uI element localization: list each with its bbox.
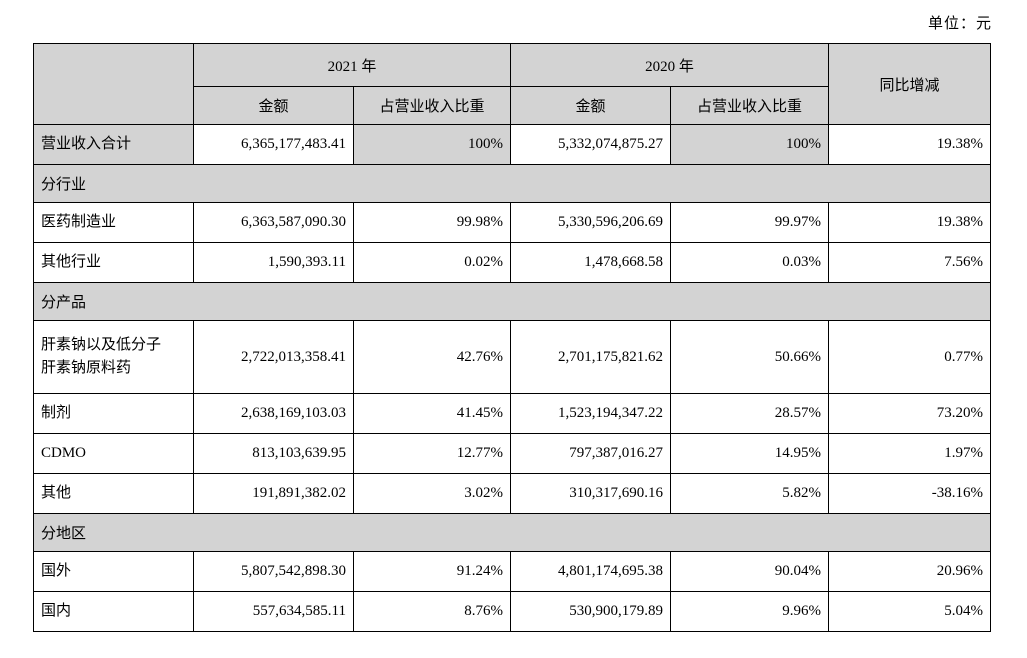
amount-2021-header: 金额 bbox=[193, 86, 354, 125]
amount-2020-cell: 530,900,179.89 bbox=[510, 591, 672, 632]
row-label-cell: 其他 bbox=[33, 473, 194, 514]
amount-2020-cell: 5,330,596,206.69 bbox=[510, 202, 672, 243]
yoy-cell: 1.97% bbox=[828, 433, 992, 474]
yoy-cell: 0.77% bbox=[828, 320, 992, 394]
share-2021-cell: 8.76% bbox=[352, 591, 512, 632]
share-2021-cell: 12.77% bbox=[352, 433, 512, 474]
yoy-cell: 19.38% bbox=[828, 124, 992, 165]
table-row: 医药制造业 6,363,587,090.30 99.98% 5,330,596,206… bbox=[33, 202, 992, 243]
amount-2021-cell: 5,807,542,898.30 bbox=[193, 551, 354, 592]
section-label-cell: 分行业 bbox=[32, 164, 992, 203]
section-row: 分产品 bbox=[32, 282, 992, 321]
share-2021-cell: 41.45% bbox=[352, 393, 512, 434]
yoy-cell: 19.38% bbox=[828, 202, 992, 243]
share-2020-header: 占营业收入比重 bbox=[670, 86, 830, 125]
row-label-cell: 其他行业 bbox=[33, 242, 194, 283]
share-2020-cell: 90.04% bbox=[670, 551, 830, 592]
share-2020-cell: 100% bbox=[670, 124, 830, 165]
share-2020-cell: 99.97% bbox=[670, 202, 830, 243]
table-body: 营业收入合计 6,365,177,483.41 100% 5,332,074,875.… bbox=[32, 124, 992, 632]
row-label-cell: 国外 bbox=[33, 551, 194, 592]
amount-2021-cell: 2,638,169,103.03 bbox=[193, 393, 354, 434]
revenue-breakdown-table: 2021 年 2020 年 同比增减 金额 占营业收入比重 金额 占营业收入比重… bbox=[32, 43, 992, 632]
amount-2021-cell: 1,590,393.11 bbox=[193, 242, 354, 283]
row-label-cell: 肝素钠以及低分子 肝素钠原料药 bbox=[33, 320, 194, 394]
share-2021-cell: 100% bbox=[352, 124, 512, 165]
unit-label: 单位：元 bbox=[927, 16, 992, 32]
row-label-cell: 营业收入合计 bbox=[33, 124, 194, 165]
yoy-cell: 73.20% bbox=[828, 393, 992, 434]
share-2020-cell: 9.96% bbox=[670, 591, 830, 632]
row-label-cell: CDMO bbox=[33, 433, 194, 474]
share-2020-cell: 14.95% bbox=[670, 433, 830, 474]
table-header-metric-row: 金额 占营业收入比重 金额 占营业收入比重 bbox=[34, 86, 991, 125]
yoy-cell: -38.16% bbox=[828, 473, 992, 514]
amount-2020-header: 金额 bbox=[510, 86, 672, 125]
section-label-cell: 分地区 bbox=[32, 513, 992, 552]
amount-2020-cell: 5,332,074,875.27 bbox=[510, 124, 672, 165]
share-2021-cell: 42.76% bbox=[352, 320, 512, 394]
amount-2021-cell: 2,722,013,358.41 bbox=[193, 320, 354, 394]
year-2020-header: 2020 年 bbox=[510, 43, 830, 87]
share-2021-header: 占营业收入比重 bbox=[352, 86, 512, 125]
yoy-cell: 20.96% bbox=[828, 551, 992, 592]
table-row: 营业收入合计 6,365,177,483.41 100% 5,332,074,875.… bbox=[33, 124, 992, 165]
table-header-year-row: 2021 年 2020 年 同比增减 bbox=[33, 43, 992, 125]
amount-2021-cell: 6,365,177,483.41 bbox=[193, 124, 354, 165]
share-2021-cell: 3.02% bbox=[352, 473, 512, 514]
year-2021-header: 2021 年 bbox=[192, 43, 512, 87]
share-2020-cell: 28.57% bbox=[670, 393, 830, 434]
amount-2020-cell: 2,701,175,821.62 bbox=[510, 320, 672, 394]
table-row: 其他行业 1,590,393.11 0.02% 1,478,668.58 0.03% 7.… bbox=[33, 242, 992, 283]
table-row: 其他 191,891,382.02 3.02% 310,317,690.16 5.82%… bbox=[33, 473, 992, 514]
yoy-header: 同比增减 bbox=[828, 43, 992, 125]
amount-2020-cell: 310,317,690.16 bbox=[510, 473, 672, 514]
section-label-cell: 分产品 bbox=[32, 282, 992, 321]
yoy-cell: 5.04% bbox=[828, 591, 992, 632]
table-row: 国外 5,807,542,898.30 91.24% 4,801,174,695.38… bbox=[33, 551, 992, 592]
row-label-cell: 制剂 bbox=[33, 393, 194, 434]
amount-2021-cell: 557,634,585.11 bbox=[193, 591, 354, 632]
amount-2021-cell: 813,103,639.95 bbox=[193, 433, 354, 474]
section-row: 分地区 bbox=[32, 513, 992, 552]
table-row: 制剂 2,638,169,103.03 41.45% 1,523,194,347.22… bbox=[33, 393, 992, 434]
amount-2020-cell: 1,523,194,347.22 bbox=[510, 393, 672, 434]
amount-2021-cell: 191,891,382.02 bbox=[193, 473, 354, 514]
yoy-cell: 7.56% bbox=[828, 242, 992, 283]
table-row: 肝素钠以及低分子 肝素钠原料药 2,722,013,358.41 42.76% 2,7… bbox=[33, 320, 992, 394]
share-2020-cell: 5.82% bbox=[670, 473, 830, 514]
row-label-cell: 国内 bbox=[33, 591, 194, 632]
amount-2020-cell: 4,801,174,695.38 bbox=[510, 551, 672, 592]
share-2020-cell: 50.66% bbox=[670, 320, 830, 394]
row-label-cell: 医药制造业 bbox=[33, 202, 194, 243]
share-2021-cell: 99.98% bbox=[352, 202, 512, 243]
amount-2020-cell: 797,387,016.27 bbox=[510, 433, 672, 474]
share-2020-cell: 0.03% bbox=[670, 242, 830, 283]
amount-2021-cell: 6,363,587,090.30 bbox=[193, 202, 354, 243]
section-row: 分行业 bbox=[32, 164, 992, 203]
table-row: 国内 557,634,585.11 8.76% 530,900,179.89 9.96%… bbox=[33, 591, 992, 632]
table-row: CDMO 813,103,639.95 12.77% 797,387,016.27 14… bbox=[33, 433, 992, 474]
corner-empty-cell bbox=[33, 43, 194, 125]
share-2021-cell: 91.24% bbox=[352, 551, 512, 592]
share-2021-cell: 0.02% bbox=[352, 242, 512, 283]
amount-2020-cell: 1,478,668.58 bbox=[510, 242, 672, 283]
